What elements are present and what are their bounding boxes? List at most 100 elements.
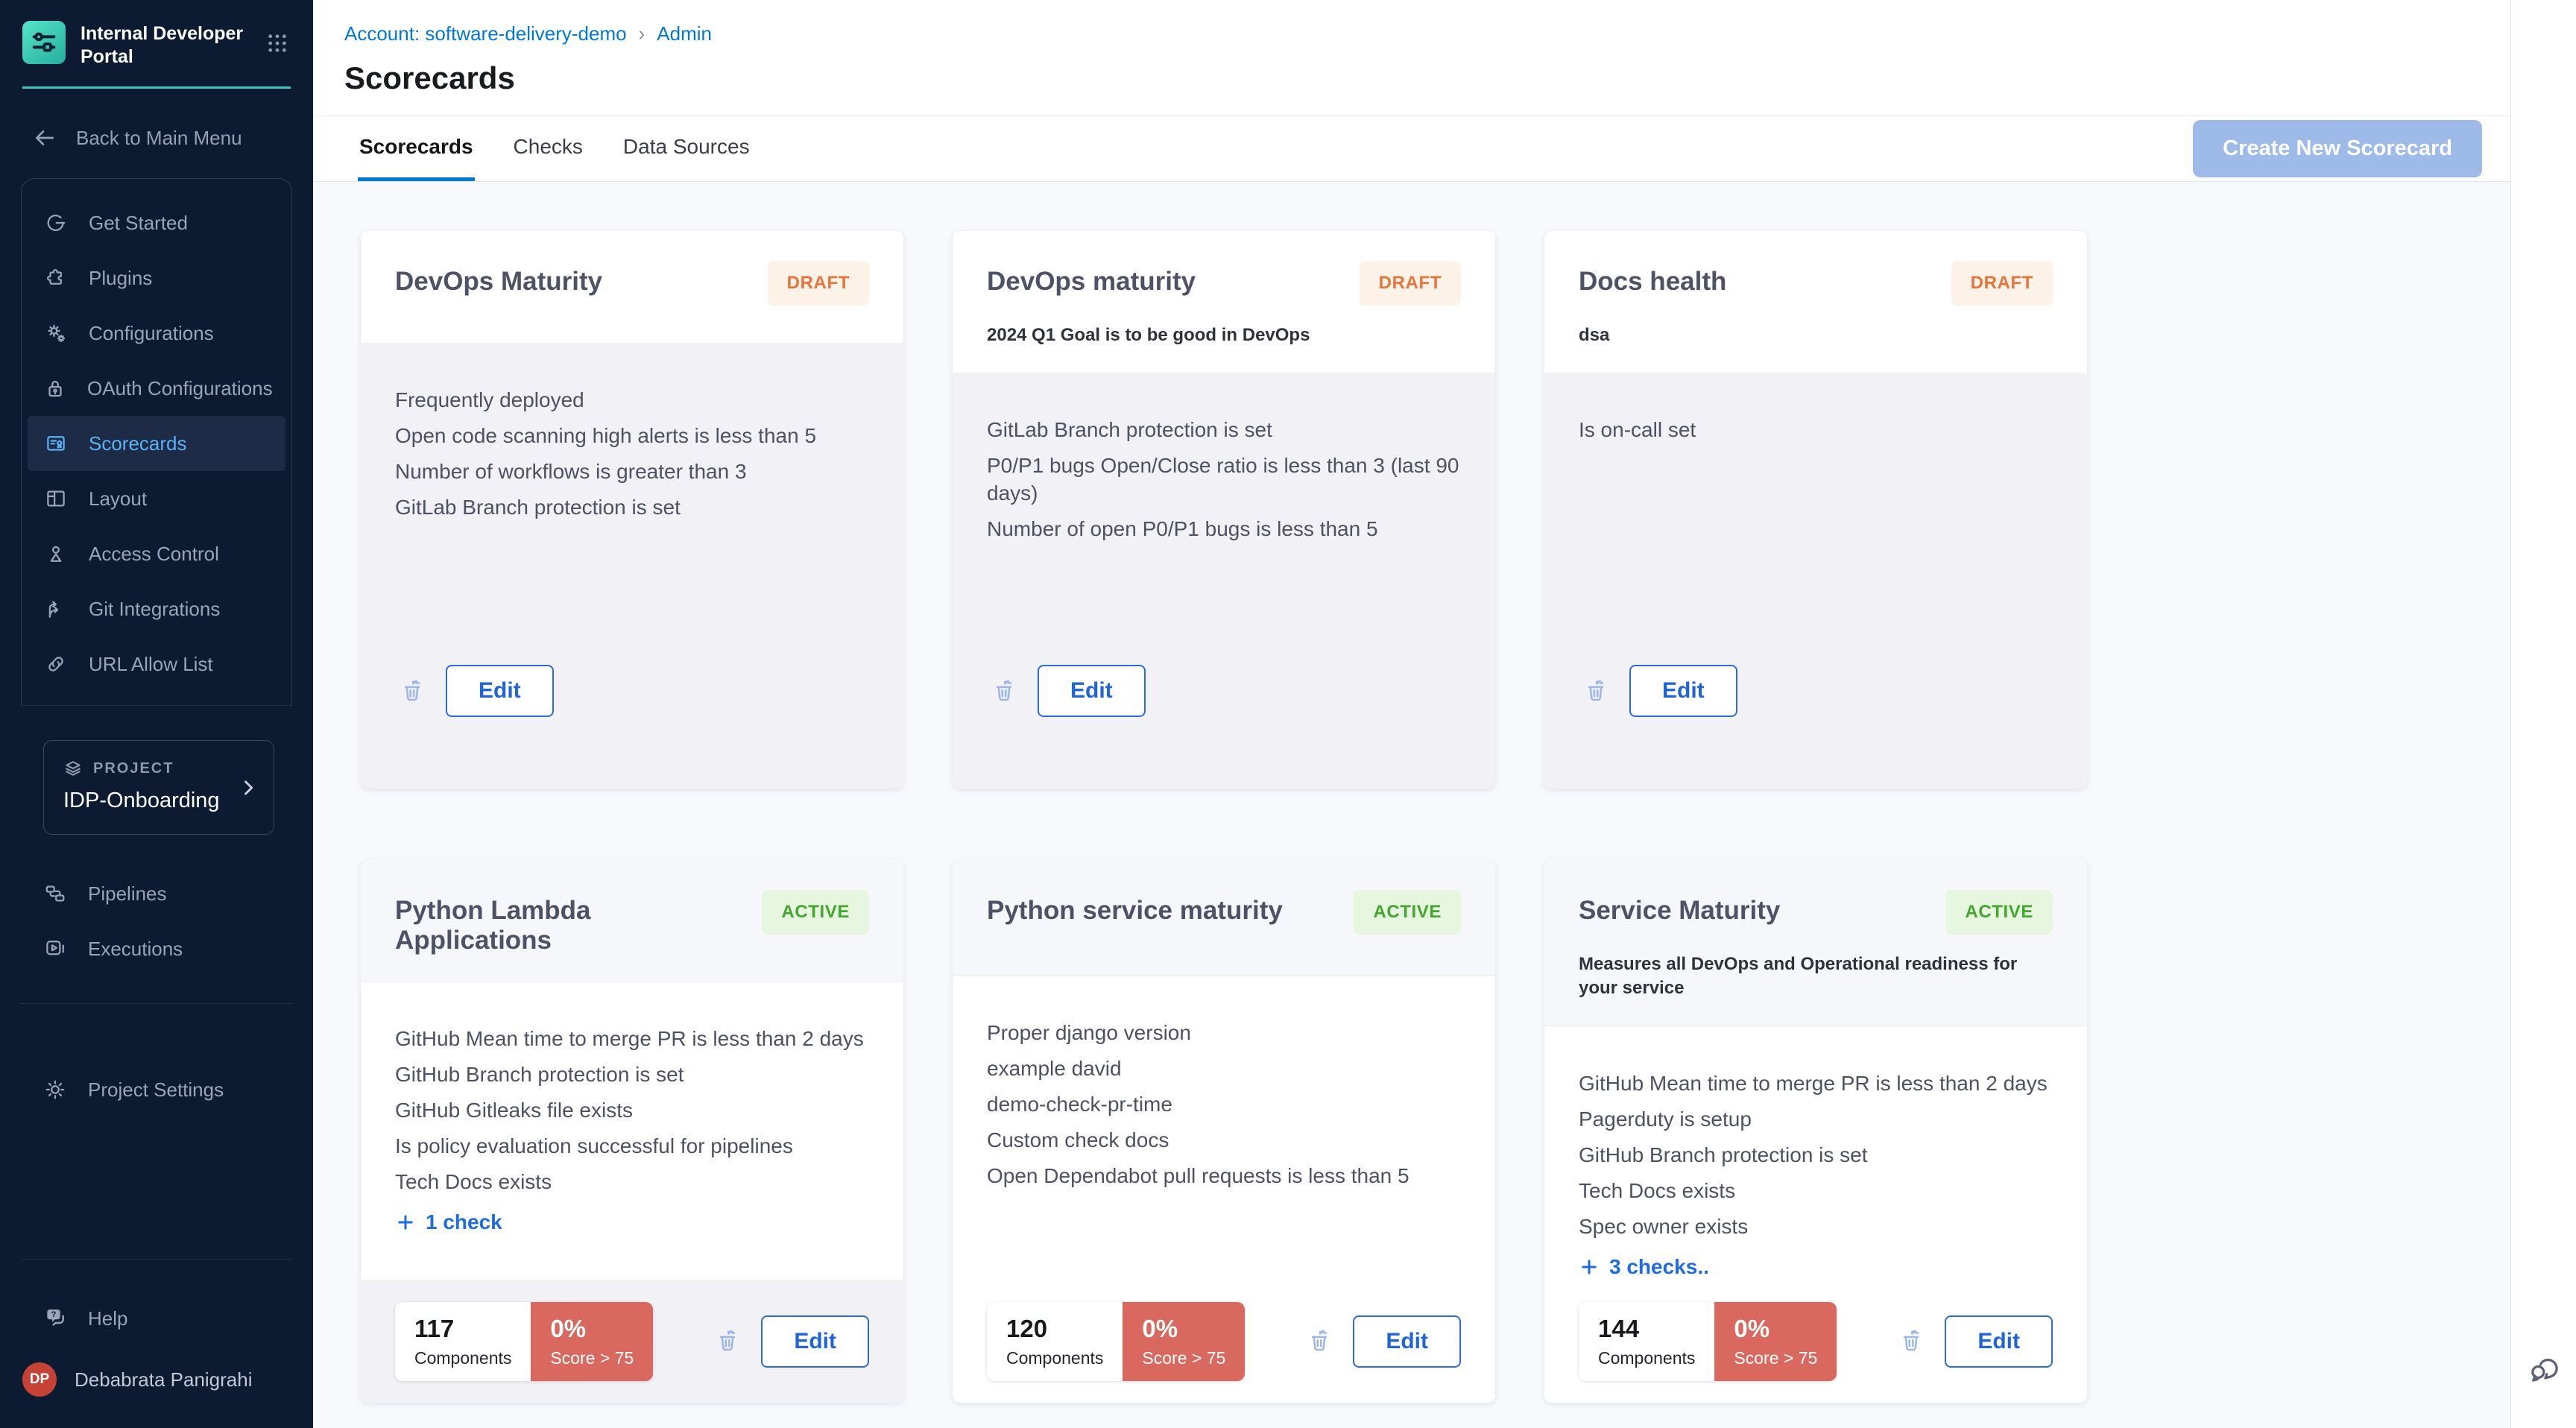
breadcrumb-account-link[interactable]: Account: software-delivery-demo <box>344 22 627 45</box>
check-item: Tech Docs exists <box>1579 1179 1736 1202</box>
components-count: 117 <box>414 1314 455 1342</box>
tab-checks[interactable]: Checks <box>513 135 583 158</box>
status-badge: DRAFT <box>767 261 869 306</box>
check-item: Custom check docs <box>987 1128 1169 1151</box>
tab-data-sources[interactable]: Data Sources <box>622 135 750 158</box>
check-item: GitHub Gitleaks file exists <box>395 1099 633 1122</box>
card-footer: Edit <box>953 665 1495 717</box>
components-stat: 144 Components <box>1579 1301 1715 1381</box>
check-item: Proper django version <box>987 1021 1191 1044</box>
check-item: P0/P1 bugs Open/Close ratio is less than… <box>987 454 1459 505</box>
sidebar-item-label: Plugins <box>89 266 153 289</box>
edit-scorecard-button[interactable]: Edit <box>1038 665 1146 717</box>
status-badge: ACTIVE <box>762 890 869 935</box>
card-actions: Edit <box>395 665 554 717</box>
tab-scorecards[interactable]: Scorecards <box>358 116 475 181</box>
sidebar-item-executions[interactable]: Executions <box>27 921 286 976</box>
card-header: DevOps maturity DRAFT 2024 Q1 Goal is to… <box>953 231 1495 373</box>
edit-scorecard-button[interactable]: Edit <box>1629 665 1737 717</box>
card-actions: Edit <box>1302 1315 1461 1368</box>
sidebar-item-configurations[interactable]: Configurations <box>28 306 285 361</box>
right-rail <box>2510 0 2576 1428</box>
card-body: Is on-call set Edit <box>1544 373 2087 789</box>
create-new-scorecard-button[interactable]: Create New Scorecard <box>2193 120 2482 177</box>
card-body: GitHub Mean time to merge PR is less tha… <box>361 982 903 1403</box>
sidebar-item-access-control[interactable]: Access Control <box>28 526 285 581</box>
edit-scorecard-button[interactable]: Edit <box>761 1315 869 1368</box>
back-arrow-icon <box>33 126 57 150</box>
status-badge: DRAFT <box>1359 261 1461 306</box>
sidebar-item-git-integrations[interactable]: Git Integrations <box>28 581 285 636</box>
check-item: GitHub Mean time to merge PR is less tha… <box>395 1027 864 1050</box>
delete-scorecard-button[interactable] <box>1302 1323 1336 1359</box>
access-control-icon <box>44 543 68 565</box>
edit-scorecard-button[interactable]: Edit <box>446 665 554 717</box>
delete-scorecard-button[interactable] <box>987 673 1021 710</box>
sidebar-item-url-allow-list[interactable]: URL Allow List <box>28 636 285 692</box>
score-percent: 0% <box>1142 1314 1178 1342</box>
sidebar-item-label: OAuth Configurations <box>87 376 273 399</box>
components-count: 144 <box>1598 1314 1640 1342</box>
scorecards-grid: DevOps Maturity DRAFT Frequently deploye… <box>313 182 2510 1428</box>
sidebar: Internal Developer Portal Back to Main M… <box>0 0 313 1428</box>
sidebar-item-label: Scorecards <box>89 432 187 455</box>
card-actions: Edit <box>987 665 1146 717</box>
scorecard-card-python-lambda-applications: Python Lambda Applications ACTIVE GitHub… <box>361 860 903 1403</box>
edit-scorecard-button[interactable]: Edit <box>1945 1315 2053 1368</box>
sidebar-item-plugins[interactable]: Plugins <box>28 250 285 306</box>
sidebar-item-oauth-configurations[interactable]: OAuth Configurations <box>28 361 285 416</box>
tab-bar: Scorecards Checks Data Sources Create Ne… <box>313 116 2510 182</box>
configurations-icon <box>44 322 68 344</box>
sidebar-item-help[interactable]: ? Help <box>27 1291 286 1346</box>
pipelines-icon <box>43 882 67 905</box>
help-chat-icon: ? <box>43 1307 67 1330</box>
card-header: DevOps Maturity DRAFT <box>361 231 903 343</box>
delete-scorecard-button[interactable] <box>710 1323 745 1359</box>
check-item: demo-check-pr-time <box>987 1093 1172 1116</box>
project-selector[interactable]: PROJECT IDP-Onboarding <box>43 740 274 835</box>
checks-list: Proper django version example david demo-c… <box>953 976 1495 1280</box>
card-header: Service Maturity ACTIVE Measures all Dev… <box>1544 860 2087 1026</box>
scorecard-card-devops-maturity: DevOps Maturity DRAFT Frequently deploye… <box>361 231 903 789</box>
sidebar-item-get-started[interactable]: Get Started <box>28 195 285 250</box>
score-stat: 0% Score > 75 <box>1123 1301 1246 1381</box>
sidebar-item-label: Configurations <box>89 321 214 344</box>
settings-gear-icon <box>43 1078 67 1101</box>
plugins-icon <box>44 267 68 289</box>
app-switcher-grid-icon[interactable] <box>264 21 291 68</box>
edit-scorecard-button[interactable]: Edit <box>1353 1315 1461 1368</box>
sidebar-item-label: Access Control <box>89 542 219 565</box>
card-footer: Edit <box>361 665 903 717</box>
sidebar-item-project-settings[interactable]: Project Settings <box>27 1062 286 1117</box>
support-chat-icon[interactable] <box>2527 1351 2561 1388</box>
back-to-main-menu[interactable]: Back to Main Menu <box>22 113 291 163</box>
delete-scorecard-button[interactable] <box>1579 673 1613 710</box>
plus-icon <box>1579 1257 1600 1277</box>
more-checks-label: 3 checks.. <box>1609 1255 1709 1278</box>
card-body: GitLab Branch protection is set P0/P1 bug… <box>953 373 1495 789</box>
chevron-right-icon <box>238 777 259 798</box>
sidebar-item-scorecards[interactable]: Scorecards <box>28 416 285 471</box>
sidebar-item-pipelines[interactable]: Pipelines <box>27 866 286 921</box>
check-item: Tech Docs exists <box>395 1170 552 1193</box>
check-item: Pagerduty is setup <box>1579 1108 1752 1131</box>
stats-pill: 120 Components 0% Score > 75 <box>987 1301 1246 1381</box>
card-description: 2024 Q1 Goal is to be good in DevOps <box>987 325 1310 345</box>
delete-scorecard-button[interactable] <box>395 673 429 710</box>
delete-scorecard-button[interactable] <box>1894 1323 1928 1359</box>
sidebar-bottom: ? Help DP Debabrata Panigrahi <box>0 1232 313 1428</box>
card-title: DevOps Maturity <box>395 267 603 296</box>
breadcrumb-admin-link[interactable]: Admin <box>657 22 712 45</box>
sidebar-item-layout[interactable]: Layout <box>28 471 285 526</box>
user-menu[interactable]: DP Debabrata Panigrahi <box>22 1362 291 1397</box>
check-item: GitHub Branch protection is set <box>395 1063 684 1086</box>
breadcrumb: Account: software-delivery-demo › Admin <box>344 22 2479 45</box>
score-label: Score > 75 <box>1142 1348 1226 1368</box>
scorecard-card-devops-maturity: DevOps maturity DRAFT 2024 Q1 Goal is to… <box>953 231 1495 789</box>
more-checks-link[interactable]: 3 checks.. <box>1579 1255 2053 1279</box>
score-label: Score > 75 <box>1734 1348 1818 1368</box>
page-title: Scorecards <box>344 60 515 95</box>
scorecard-card-python-service-maturity: Python service maturity ACTIVE Proper dj… <box>953 860 1495 1403</box>
more-checks-link[interactable]: 1 check <box>395 1210 869 1234</box>
admin-nav: Get Started Plugins Configurations OAuth Co… <box>21 178 292 706</box>
